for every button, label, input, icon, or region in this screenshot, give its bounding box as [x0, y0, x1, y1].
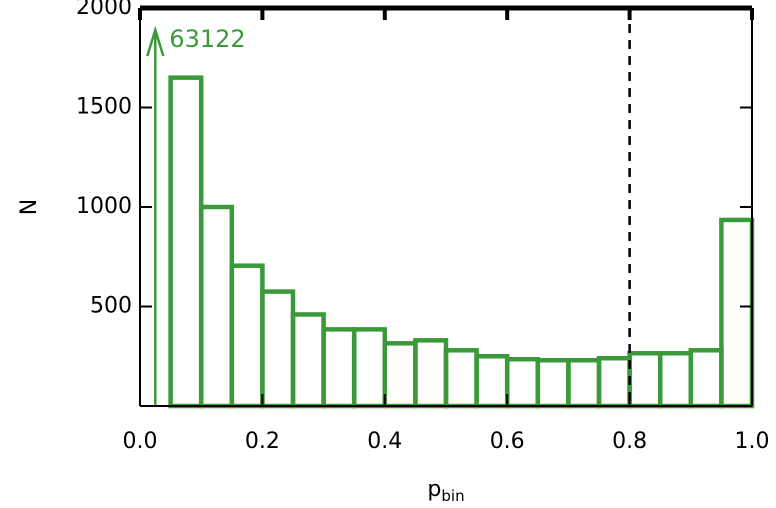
bar — [321, 327, 357, 409]
y-axis-label: N — [17, 199, 42, 215]
bar — [382, 341, 418, 409]
x-tick-label: 1.0 — [735, 429, 770, 454]
bar — [413, 338, 449, 409]
bar — [627, 351, 663, 409]
x-label-sub: bin — [441, 487, 464, 505]
bar — [351, 327, 388, 409]
x-tick-label: 0.0 — [123, 429, 158, 454]
bar — [229, 263, 265, 409]
y-tick-label: 1500 — [76, 95, 132, 120]
bar — [198, 204, 235, 409]
y-tick-label: 500 — [90, 294, 132, 319]
y-tick-label: 1000 — [76, 194, 132, 219]
bar — [596, 355, 632, 409]
bar — [474, 354, 510, 409]
overflow-arrow — [146, 25, 165, 406]
bar — [290, 312, 326, 409]
bar — [657, 351, 694, 409]
x-axis-label: pbin — [427, 477, 464, 505]
bar — [535, 357, 571, 409]
x-label-main: p — [427, 477, 441, 502]
bar — [719, 217, 755, 409]
x-tick-label: 0.8 — [612, 429, 647, 454]
x-tick-label: 0.6 — [490, 429, 525, 454]
x-tick-label: 0.2 — [245, 429, 280, 454]
bar — [688, 348, 724, 409]
y-tick-label: 2000 — [76, 0, 132, 20]
value-label: 63122 — [169, 25, 245, 53]
bar — [504, 356, 541, 409]
bar — [260, 289, 296, 409]
bar — [168, 75, 204, 409]
bar — [566, 357, 602, 409]
bar — [443, 348, 479, 409]
x-tick-label: 0.4 — [367, 429, 402, 454]
arrow-head — [146, 25, 165, 57]
